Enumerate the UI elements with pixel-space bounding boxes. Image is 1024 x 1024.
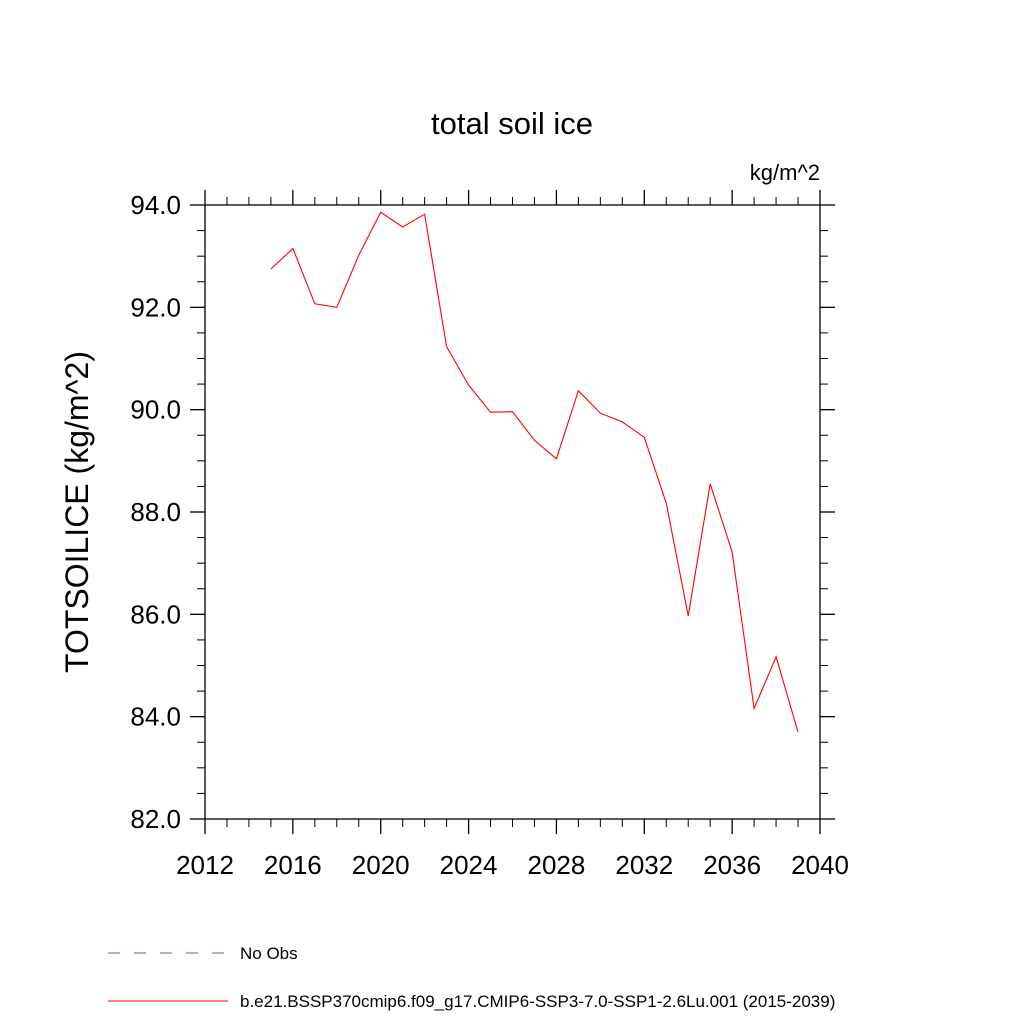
x-tick-label: 2032 xyxy=(615,850,673,880)
chart-title: total soil ice xyxy=(431,106,593,141)
legend-label: b.e21.BSSP370cmip6.f09_g17.CMIP6-SSP3-7.… xyxy=(240,992,835,1011)
x-tick-label: 2028 xyxy=(528,850,586,880)
y-tick-label: 88.0 xyxy=(130,497,181,527)
y-tick-label: 84.0 xyxy=(130,702,181,732)
legend-label: No Obs xyxy=(240,944,298,963)
plot-frame xyxy=(204,204,821,820)
axis-ticks: 2012 2016 2020 2024 2028 2032 2036 2040 82.0 84.0… xyxy=(130,190,849,880)
series-line-0 xyxy=(270,211,799,733)
x-tick-label: 2012 xyxy=(176,850,234,880)
x-tick-label: 2024 xyxy=(440,850,498,880)
units-label: kg/m^2 xyxy=(750,160,820,185)
y-tick-label: 94.0 xyxy=(130,190,181,220)
y-axis-label: TOTSOILICE (kg/m^2) xyxy=(59,351,95,673)
series-layer xyxy=(270,211,799,733)
y-tick-label: 92.0 xyxy=(130,292,181,322)
x-tick-label: 2036 xyxy=(703,850,761,880)
x-tick-label: 2020 xyxy=(352,850,410,880)
x-tick-label: 2040 xyxy=(791,850,849,880)
x-tick-label: 2016 xyxy=(264,850,322,880)
y-tick-label: 82.0 xyxy=(130,804,181,834)
legend: No Obs b.e21.BSSP370cmip6.f09_g17.CMIP6-S… xyxy=(108,944,835,1011)
y-tick-label: 86.0 xyxy=(130,599,181,629)
y-tick-label: 90.0 xyxy=(130,395,181,425)
